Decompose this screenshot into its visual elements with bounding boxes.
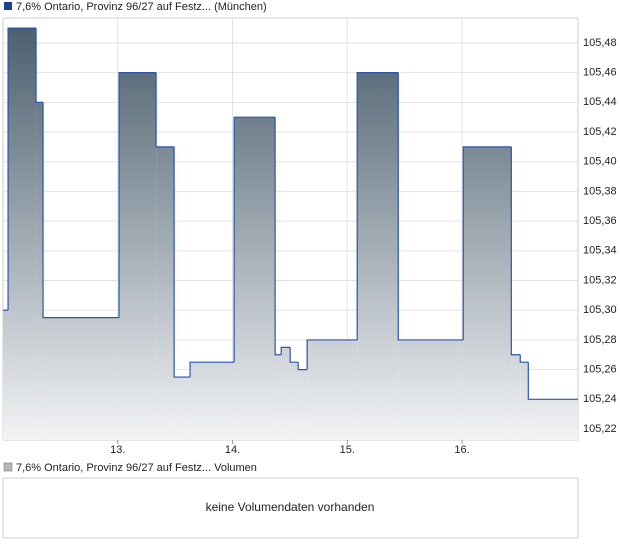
y-tick-label: 105,22 (583, 423, 617, 435)
y-tick-label: 105,46 (583, 67, 617, 79)
volume-legend-swatch (3, 462, 13, 472)
area-step (174, 377, 191, 440)
y-tick-label: 105,26 (583, 364, 617, 376)
x-tick-label: 15. (340, 444, 355, 456)
area-step (190, 362, 235, 440)
area-step (398, 339, 464, 440)
y-tick-label: 105,48 (583, 37, 617, 49)
area-step (298, 369, 308, 440)
area-step (307, 339, 358, 440)
line-step (155, 72, 175, 148)
area-step (156, 146, 175, 440)
x-tick-label: 16. (454, 444, 469, 456)
y-tick-label: 105,32 (583, 274, 617, 286)
line-step (274, 117, 282, 356)
y-tick-label: 105,34 (583, 245, 617, 257)
line-step (280, 346, 291, 355)
volume-frame (2, 477, 579, 539)
line-step (462, 146, 512, 340)
area-step (3, 310, 9, 440)
y-tick-label: 105,40 (583, 156, 617, 168)
area-step (528, 399, 578, 440)
volume-message: keine Volumendaten vorhanden (206, 500, 375, 514)
y-tick-label: 105,36 (583, 215, 617, 227)
series (3, 27, 578, 441)
area-step (357, 72, 399, 440)
area-step (520, 362, 529, 440)
axes: 105,22 105,24 105,26 105,28 105,30 105,32 105,… (110, 37, 617, 456)
line-step (306, 339, 358, 370)
area-step (290, 362, 299, 440)
line-step (297, 362, 308, 371)
x-tick-label: 13. (110, 444, 125, 456)
area-step (119, 72, 157, 440)
line-step (519, 354, 529, 363)
line-step (118, 72, 157, 318)
area-step (43, 317, 120, 440)
legend-swatch (4, 2, 12, 10)
y-tick-label: 105,24 (583, 393, 617, 405)
line-step (35, 28, 44, 103)
area-step (281, 347, 291, 440)
area-step (8, 28, 37, 441)
line-step (7, 27, 37, 311)
y-tick-label: 105,38 (583, 185, 617, 197)
area-step (275, 354, 282, 440)
volume-legend-label: 7,6% Ontario, Provinz 96/27 auf Festz...… (16, 462, 257, 474)
line-step (173, 146, 191, 378)
line-step (289, 347, 299, 363)
area-step (234, 117, 276, 440)
line-step (42, 102, 120, 319)
line-step (527, 362, 578, 400)
line-step (189, 361, 235, 378)
line-step (397, 72, 464, 341)
area-step (36, 102, 44, 440)
area-step (463, 146, 512, 440)
y-tick-label: 105,30 (583, 304, 617, 316)
y-tick-label: 105,28 (583, 334, 617, 346)
legend-label: 7,6% Ontario, Provinz 96/27 auf Festz...… (16, 1, 267, 13)
line-step (510, 146, 521, 356)
x-tick-label: 14. (225, 444, 240, 456)
y-tick-label: 105,42 (583, 126, 617, 138)
line-step (356, 72, 399, 340)
y-tick-label: 105,44 (583, 96, 617, 108)
line-step (233, 116, 276, 363)
area-step (511, 354, 521, 440)
